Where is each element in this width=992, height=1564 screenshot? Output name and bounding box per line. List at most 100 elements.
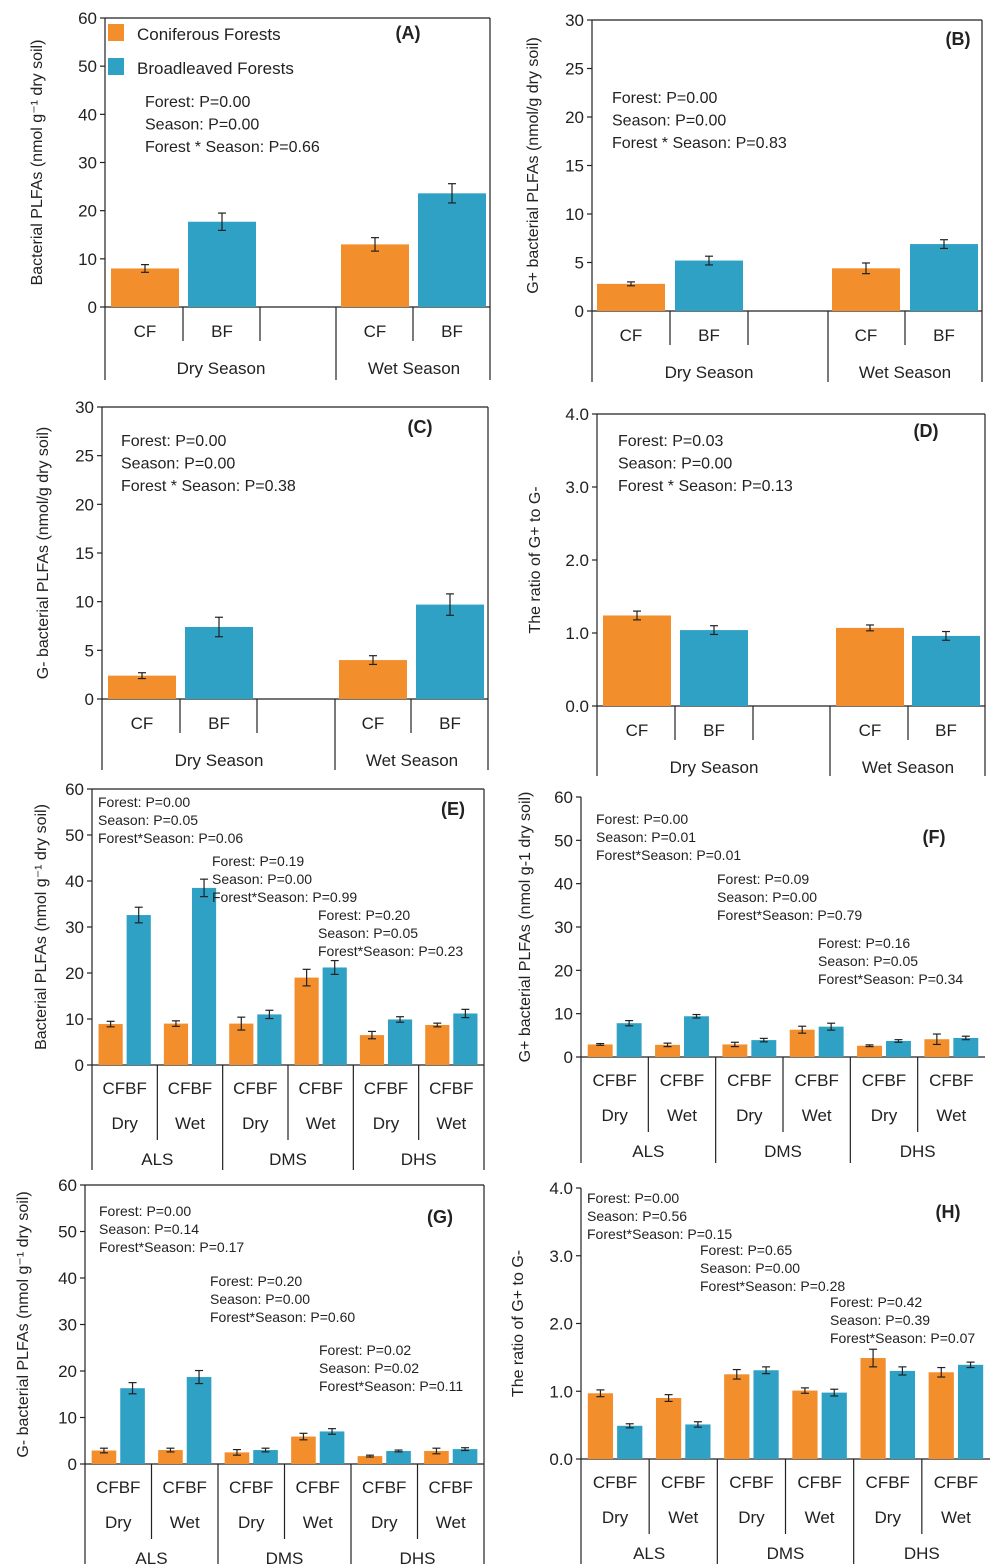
bar-cf-dms-dry xyxy=(224,1452,250,1464)
season-group-label: Wet Season xyxy=(859,363,951,382)
season-label: Wet xyxy=(303,1513,333,1532)
bar-bf-wet xyxy=(910,244,978,311)
category-label: CFBF xyxy=(233,1079,277,1098)
bar-cf-als-wet xyxy=(163,1023,189,1065)
stat-annotation: Forest*Season: P=0.07 xyxy=(830,1330,975,1346)
legend-swatch xyxy=(108,58,124,75)
category-label: BF xyxy=(698,326,720,345)
panel-letter: (C) xyxy=(408,417,433,437)
bar-bf-als-dry xyxy=(126,915,151,1065)
bar-cf-dms-wet xyxy=(789,1029,815,1057)
panel-letter: (A) xyxy=(396,23,421,43)
error-bar xyxy=(365,1454,374,1458)
y-axis-label: Bacterial PLFAs (nmol g⁻¹ dry soil) xyxy=(33,804,50,1050)
site-label: ALS xyxy=(141,1150,173,1169)
stat-annotation: Forest * Season: P=0.13 xyxy=(618,478,793,495)
category-label: BF xyxy=(211,322,233,341)
error-bar xyxy=(633,610,641,621)
bar-bf-dhs-wet xyxy=(957,1364,984,1459)
error-bar xyxy=(134,906,143,924)
panel-letter: (B) xyxy=(946,29,971,49)
category-label: BF xyxy=(208,714,230,733)
y-tick-label: 0 xyxy=(85,690,94,709)
stat-annotation: Season: P=0.14 xyxy=(99,1221,199,1237)
category-label: CF xyxy=(859,721,882,740)
error-bar xyxy=(265,1009,274,1020)
site-label: ALS xyxy=(632,1142,664,1161)
error-bar xyxy=(759,1037,768,1043)
bar-bf-dms-dry xyxy=(753,1370,779,1459)
category-label: CFBF xyxy=(298,1079,342,1098)
y-tick-label: 4.0 xyxy=(565,405,589,424)
bar-cf-wet xyxy=(832,268,900,311)
category-label: CFBF xyxy=(163,1478,207,1497)
season-label: Dry xyxy=(738,1508,765,1527)
y-tick-label: 60 xyxy=(65,780,84,799)
category-label: BF xyxy=(439,714,461,733)
error-bar xyxy=(898,1366,907,1376)
error-bar xyxy=(367,1030,376,1040)
bar-cf-als-dry xyxy=(587,1393,614,1459)
error-bar xyxy=(827,1022,836,1031)
error-bar xyxy=(328,1428,337,1435)
y-tick-label: 10 xyxy=(58,1409,77,1428)
bar-cf-dhs-wet xyxy=(424,1450,449,1464)
bar-bf-dms-dry xyxy=(253,1450,278,1464)
season-label: Wet xyxy=(436,1114,466,1133)
y-tick-label: 2.0 xyxy=(549,1315,573,1334)
season-label: Dry xyxy=(736,1106,763,1125)
season-label: Dry xyxy=(373,1114,400,1133)
error-bar xyxy=(218,212,226,232)
stat-annotation: Season: P=0.00 xyxy=(717,889,817,905)
error-bar xyxy=(663,1042,672,1048)
bar-bf-als-dry xyxy=(120,1388,145,1464)
season-label: Wet xyxy=(436,1513,466,1532)
season-label: Dry xyxy=(871,1106,898,1125)
error-bar xyxy=(869,1348,878,1368)
site-label: DMS xyxy=(767,1544,805,1563)
bar-bf-dhs-wet xyxy=(953,1037,979,1057)
category-label: CF xyxy=(134,322,157,341)
y-tick-label: 10 xyxy=(75,593,94,612)
season-label: Wet xyxy=(668,1508,698,1527)
y-tick-label: 10 xyxy=(565,205,584,224)
stat-annotation: Forest: P=0.03 xyxy=(618,433,723,450)
y-tick-label: 30 xyxy=(65,918,84,937)
error-bar xyxy=(371,237,379,252)
y-tick-label: 0 xyxy=(68,1455,77,1474)
stat-annotation: Forest: P=0.00 xyxy=(98,794,190,810)
bar-cf-dhs-dry xyxy=(359,1035,385,1065)
bar-cf-wet xyxy=(836,627,904,706)
y-tick-label: 20 xyxy=(565,108,584,127)
site-label: DHS xyxy=(400,1549,436,1564)
bar-bf-dhs-dry xyxy=(889,1370,916,1459)
y-tick-label: 4.0 xyxy=(549,1179,573,1198)
y-tick-label: 15 xyxy=(565,157,584,176)
y-axis-label: G- bacterial PLFAs (nmol g⁻¹ dry soil) xyxy=(15,1191,32,1457)
season-label: Wet xyxy=(802,1106,832,1125)
category-label: CFBF xyxy=(592,1071,636,1090)
bar-bf-dms-wet xyxy=(818,1026,844,1057)
season-group-label: Wet Season xyxy=(366,751,458,770)
bar-cf-als-dry xyxy=(91,1450,117,1464)
bar-cf-dms-dry xyxy=(722,1044,748,1057)
bar-cf-dms-wet xyxy=(291,1436,316,1464)
season-group-label: Wet Season xyxy=(862,758,954,777)
error-bar xyxy=(627,281,635,287)
y-tick-label: 30 xyxy=(554,918,573,937)
bar-cf-als-wet xyxy=(655,1044,680,1057)
error-bar xyxy=(141,264,149,273)
bar-bf-dms-dry xyxy=(751,1040,777,1057)
stat-annotation: Forest: P=0.42 xyxy=(830,1294,922,1310)
error-bar xyxy=(940,239,948,250)
category-label: CFBF xyxy=(296,1478,340,1497)
bar-bf-dms-wet xyxy=(821,1392,847,1459)
y-tick-label: 30 xyxy=(75,398,94,417)
error-bar xyxy=(128,1382,137,1395)
y-tick-label: 0.0 xyxy=(549,1450,573,1469)
category-label: CFBF xyxy=(364,1079,408,1098)
stat-annotation: Forest: P=0.02 xyxy=(319,1342,411,1358)
stat-annotation: Forest: P=0.00 xyxy=(587,1190,679,1206)
error-bar xyxy=(937,1366,946,1378)
y-tick-label: 5 xyxy=(85,641,94,660)
